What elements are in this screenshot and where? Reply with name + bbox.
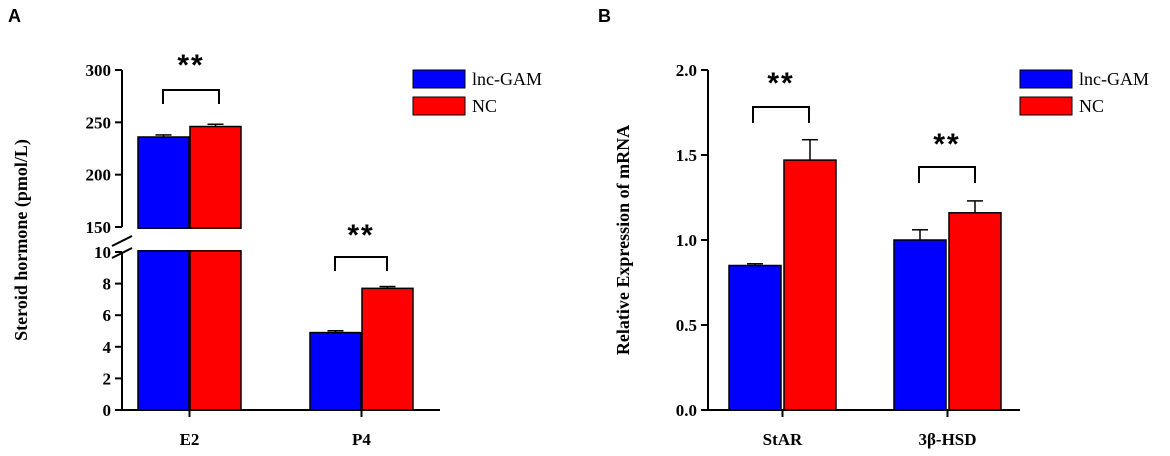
panel-letter-a: A [8,6,21,26]
legend-label: NC [472,96,497,116]
bar-lnc-gam-e2 [137,136,190,411]
y-tick-label: 200 [86,166,112,185]
y-tick-label: 1.5 [676,146,697,165]
axis-break-mark [111,235,133,247]
y-tick-label: 1.0 [676,231,697,250]
bar-lnc-gam-1 [893,239,947,411]
y-tick-label: 10 [94,243,111,262]
bar-lnc-gam-0 [728,264,782,411]
significance-label: ** [347,219,374,252]
y-tick-label: 300 [86,61,112,80]
bar-nc-0 [783,159,837,411]
y-tick-label: 6 [103,306,112,325]
bar-nc-e2 [189,125,242,411]
y-tick-label: 0.0 [676,401,697,420]
y-axis-label: Relative Expression of mRNA [613,125,633,355]
x-category-label: StAR [763,430,803,449]
significance-label: ** [767,67,794,100]
significance-bracket [334,256,388,271]
y-tick-label: 150 [86,218,112,237]
panel-b: B 0.0 0.5 1.0 1.5 2.0 Relative Expression of m… [598,6,1149,449]
bar-nc-1 [948,212,1002,411]
significance-bracket [918,166,976,183]
panel-letter-b: B [598,6,611,26]
significance-bracket [752,106,810,123]
y-tick-label: 4 [103,338,112,357]
significance-label: ** [933,128,960,161]
y-tick-label: 0 [103,401,112,420]
panel-a: A 0 2 4 6 8 10 150 200 250 300 Steroid hormone (pmo… [8,6,542,449]
y-tick-label: 250 [86,113,112,132]
legend-label: lnc-GAM [1079,69,1149,89]
bar-nc-p4 [361,287,414,411]
legend-swatch-lnc-gam [1019,69,1073,89]
y-axis-label: Steroid hormone (pmol/L) [11,139,32,341]
x-category-label: P4 [352,430,371,449]
legend-swatch-lnc-gam [412,69,466,89]
legend-swatch-nc [1019,96,1073,116]
bar-break-gap [136,229,244,250]
x-category-label: 3β-HSD [918,430,976,449]
x-category-label: E2 [180,430,200,449]
y-tick-label: 0.5 [676,316,697,335]
significance-bracket [162,89,220,104]
legend-swatch-nc [412,96,466,116]
significance-label: ** [177,49,204,82]
legend-label: lnc-GAM [472,69,542,89]
y-tick-label: 2.0 [676,61,697,80]
legend-label: NC [1079,96,1104,116]
y-tick-label: 2 [103,369,112,388]
bar-lnc-gam-p4 [309,331,362,411]
y-tick-label: 8 [103,275,112,294]
